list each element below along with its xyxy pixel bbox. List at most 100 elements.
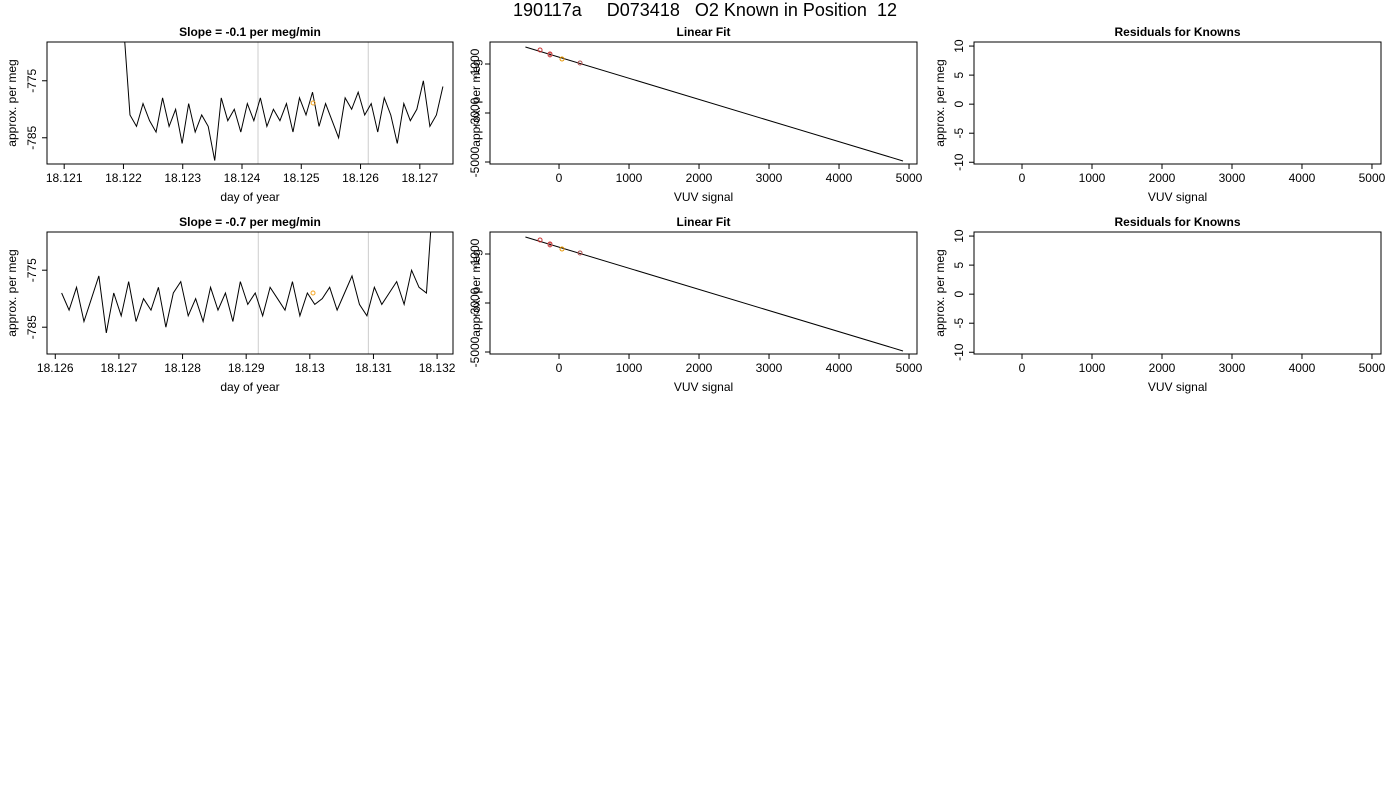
x-tick-label: 18.127 xyxy=(101,361,138,375)
x-tick-label: 4000 xyxy=(1289,361,1316,375)
x-tick-label: 18.123 xyxy=(164,171,201,185)
x-tick-label: 18.126 xyxy=(37,361,74,375)
plot-frame xyxy=(973,231,1382,355)
x-axis-label: day of year xyxy=(220,190,279,204)
x-tick-label: 5000 xyxy=(1359,171,1386,185)
x-tick-label: 18.127 xyxy=(401,171,438,185)
x-axis-label: VUV signal xyxy=(674,190,733,204)
x-tick-label: 18.129 xyxy=(228,361,265,375)
x-tick-label: 4000 xyxy=(826,171,853,185)
fit-line xyxy=(525,46,904,162)
x-tick-label: 18.128 xyxy=(164,361,201,375)
x-tick-label: 5000 xyxy=(896,361,923,375)
x-tick-label: 2000 xyxy=(686,171,713,185)
data-point xyxy=(547,52,553,58)
y-tick-label: -5 xyxy=(952,128,966,139)
panel-title: Slope = -0.1 per meg/min xyxy=(179,25,321,39)
x-tick-label: 5000 xyxy=(896,171,923,185)
plot-frame xyxy=(973,41,1382,165)
plot-area xyxy=(525,236,904,352)
panel-title: Linear Fit xyxy=(676,25,730,39)
highlight-point xyxy=(310,290,316,296)
y-tick-label: -5000 xyxy=(468,336,482,367)
data-point xyxy=(537,47,543,53)
x-axis-label: VUV signal xyxy=(1148,190,1207,204)
x-tick-label: 1000 xyxy=(1079,171,1106,185)
plot-frame xyxy=(489,41,918,165)
y-tick-label: -785 xyxy=(25,315,39,339)
data-line xyxy=(61,232,432,334)
y-tick-label: -1000 xyxy=(468,48,482,79)
y-tick-label: 10 xyxy=(952,39,966,53)
highlight-point xyxy=(310,100,316,106)
panel-title: Residuals for Knowns xyxy=(1114,215,1240,229)
y-tick-label: 0 xyxy=(952,291,966,298)
panel-title: Linear Fit xyxy=(676,215,730,229)
y-tick-label: -3000 xyxy=(468,97,482,128)
plot-frame xyxy=(46,41,454,165)
fit-line xyxy=(525,236,904,352)
x-tick-label: 4000 xyxy=(1289,171,1316,185)
y-tick-label: -775 xyxy=(25,68,39,92)
x-axis-label: day of year xyxy=(220,380,279,394)
plot-area xyxy=(61,232,432,354)
y-axis-label: approx. per meg xyxy=(933,59,947,146)
figure-title: 190117a D073418 O2 Known in Position 12 xyxy=(513,0,897,20)
x-tick-label: 0 xyxy=(556,171,563,185)
y-tick-label: -3000 xyxy=(468,287,482,318)
y-tick-label: -1000 xyxy=(468,238,482,269)
y-tick-label: 0 xyxy=(952,101,966,108)
data-point xyxy=(577,250,583,256)
plot-frame xyxy=(46,231,454,355)
x-tick-label: 0 xyxy=(1019,171,1026,185)
x-tick-label: 3000 xyxy=(1219,171,1246,185)
x-tick-label: 18.126 xyxy=(342,171,379,185)
y-tick-label: -10 xyxy=(952,153,966,171)
x-tick-label: 18.122 xyxy=(105,171,142,185)
y-axis-label: approx. per meg xyxy=(933,249,947,336)
y-tick-label: -5000 xyxy=(468,146,482,177)
x-tick-label: 18.125 xyxy=(283,171,320,185)
data-point xyxy=(577,60,583,66)
x-tick-label: 3000 xyxy=(756,171,783,185)
plot-area xyxy=(525,46,904,162)
y-axis-label: approx. per meg xyxy=(5,249,19,336)
y-axis-label: approx. per meg xyxy=(5,59,19,146)
x-axis-label: VUV signal xyxy=(674,380,733,394)
data-point xyxy=(537,237,543,243)
y-tick-label: -5 xyxy=(952,318,966,329)
y-tick-label: 5 xyxy=(952,261,966,268)
x-axis-label: VUV signal xyxy=(1148,380,1207,394)
x-tick-label: 3000 xyxy=(756,361,783,375)
x-tick-label: 1000 xyxy=(1079,361,1106,375)
y-tick-label: 5 xyxy=(952,71,966,78)
x-tick-label: 18.132 xyxy=(419,361,456,375)
x-tick-label: 1000 xyxy=(616,361,643,375)
x-tick-label: 18.131 xyxy=(355,361,392,375)
data-point xyxy=(559,246,565,252)
y-tick-label: 10 xyxy=(952,229,966,243)
panel-title: Residuals for Knowns xyxy=(1114,25,1240,39)
y-axis-label: approx. per meg xyxy=(469,249,483,336)
data-line xyxy=(124,42,444,161)
x-tick-label: 18.121 xyxy=(46,171,83,185)
x-tick-label: 0 xyxy=(1019,361,1026,375)
y-tick-label: -775 xyxy=(25,258,39,282)
panel-title: Slope = -0.7 per meg/min xyxy=(179,215,321,229)
x-tick-label: 18.124 xyxy=(224,171,261,185)
y-tick-label: -785 xyxy=(25,125,39,149)
data-point xyxy=(547,242,553,248)
x-tick-label: 0 xyxy=(556,361,563,375)
data-point xyxy=(559,56,565,62)
x-tick-label: 2000 xyxy=(686,361,713,375)
plot-frame xyxy=(489,231,918,355)
x-tick-label: 1000 xyxy=(616,171,643,185)
x-tick-label: 2000 xyxy=(1149,171,1176,185)
x-tick-label: 18.13 xyxy=(295,361,325,375)
x-tick-label: 5000 xyxy=(1359,361,1386,375)
y-tick-label: -10 xyxy=(952,343,966,361)
x-tick-label: 2000 xyxy=(1149,361,1176,375)
x-tick-label: 3000 xyxy=(1219,361,1246,375)
plot-area xyxy=(124,42,444,164)
